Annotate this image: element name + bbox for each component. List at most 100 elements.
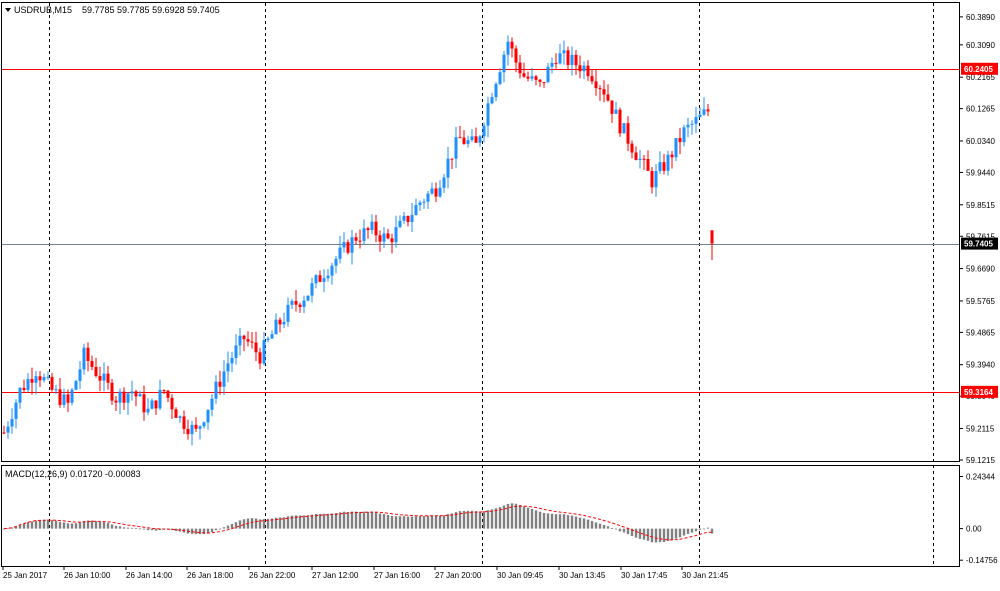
candle-body: [470, 136, 474, 141]
macd-bar: [678, 528, 682, 538]
macd-bar: [698, 528, 702, 530]
macd-bar: [486, 510, 490, 529]
candle-body: [410, 214, 414, 223]
macd-bar: [326, 513, 330, 529]
macd-bar: [170, 528, 174, 531]
macd-signal-line: [3, 505, 713, 541]
macd-bar: [314, 513, 318, 529]
price-tick-label: 59.9440: [966, 168, 995, 177]
candle-body: [674, 138, 678, 158]
candle-body: [246, 339, 250, 342]
candle-body: [346, 242, 350, 253]
macd-bar: [174, 528, 178, 531]
time-tick-label: 26 Jan 22:00: [249, 571, 296, 580]
candle-body: [694, 117, 698, 124]
macd-bar: [150, 528, 154, 531]
macd-bar: [634, 528, 638, 538]
macd-bar: [494, 508, 498, 529]
macd-bar: [66, 523, 70, 529]
macd-bar: [14, 526, 18, 529]
macd-bar: [298, 515, 302, 529]
macd-bar: [22, 523, 26, 529]
candle-body: [554, 62, 558, 64]
macd-bar: [434, 515, 438, 529]
macd-pane-frame: [1, 465, 960, 567]
macd-bar: [338, 512, 342, 529]
macd-bar: [622, 528, 626, 533]
macd-bar: [218, 528, 222, 530]
macd-bar: [362, 511, 366, 529]
candle-body: [590, 76, 594, 82]
candle-body: [202, 422, 206, 427]
candle-body: [314, 275, 318, 284]
candle-body: [230, 357, 234, 364]
level-price-tag-bg: [961, 62, 998, 75]
price-tick-label: 59.6690: [966, 265, 995, 274]
candle-body: [338, 247, 342, 259]
macd-bar: [618, 528, 622, 532]
candle-body: [498, 72, 502, 84]
macd-bar: [662, 528, 666, 543]
candle-body: [598, 88, 602, 90]
candle-body: [434, 188, 438, 197]
candle-body: [542, 81, 546, 83]
macd-bar: [238, 520, 242, 529]
candle-body: [418, 202, 422, 206]
candle-body: [706, 109, 710, 112]
candle-body: [318, 275, 322, 282]
time-tick-label: 30 Jan 21:45: [682, 571, 729, 580]
macd-bar: [94, 521, 98, 529]
macd-bar: [454, 512, 458, 529]
triangle-down-icon[interactable]: [5, 8, 11, 12]
candle-body: [218, 381, 222, 387]
macd-bar: [302, 515, 306, 529]
macd-bar: [470, 510, 474, 529]
macd-bar: [570, 515, 574, 529]
macd-tick-label: 0.00: [966, 525, 982, 534]
candle-body: [34, 376, 38, 383]
candle-body: [594, 81, 598, 89]
candle-body: [466, 140, 470, 144]
candle-body: [70, 389, 74, 403]
macd-bar: [526, 507, 530, 529]
macd-bar: [26, 522, 30, 529]
macd-bar: [198, 528, 202, 535]
macd-bar: [274, 517, 278, 529]
candle-body: [670, 154, 674, 158]
candle-body: [90, 360, 94, 367]
candle-body: [526, 76, 530, 79]
candle-body: [234, 345, 238, 358]
macd-bar: [602, 524, 606, 529]
macd-bar: [398, 516, 402, 529]
candle-body: [198, 426, 202, 429]
candle-body: [190, 424, 194, 435]
macd-bar: [146, 528, 150, 531]
candle-body: [362, 228, 366, 241]
candle-body: [6, 426, 10, 433]
horizontal-levels[interactable]: [2, 69, 959, 393]
macd-bar: [34, 520, 38, 529]
macd-bar: [78, 522, 82, 529]
macd-bar: [394, 516, 398, 529]
candle-body: [82, 347, 86, 370]
macd-bar: [42, 519, 46, 529]
macd-bar: [534, 510, 538, 529]
macd-bar: [458, 511, 462, 529]
macd-bar: [282, 517, 286, 529]
macd-bar: [62, 522, 66, 529]
candle-body: [26, 379, 30, 390]
price-tick-label: 59.7615: [966, 232, 995, 241]
macd-bar: [558, 514, 562, 529]
candle-body: [666, 154, 670, 171]
macd-bar: [518, 504, 522, 529]
macd-bar: [118, 526, 122, 529]
macd-bar: [562, 514, 566, 529]
macd-bar: [690, 528, 694, 533]
candle-body: [114, 400, 118, 403]
candle-body: [154, 400, 158, 409]
macd-bar: [286, 516, 290, 529]
price-tick-label: 60.3890: [966, 13, 995, 22]
macd-bar: [222, 527, 226, 529]
